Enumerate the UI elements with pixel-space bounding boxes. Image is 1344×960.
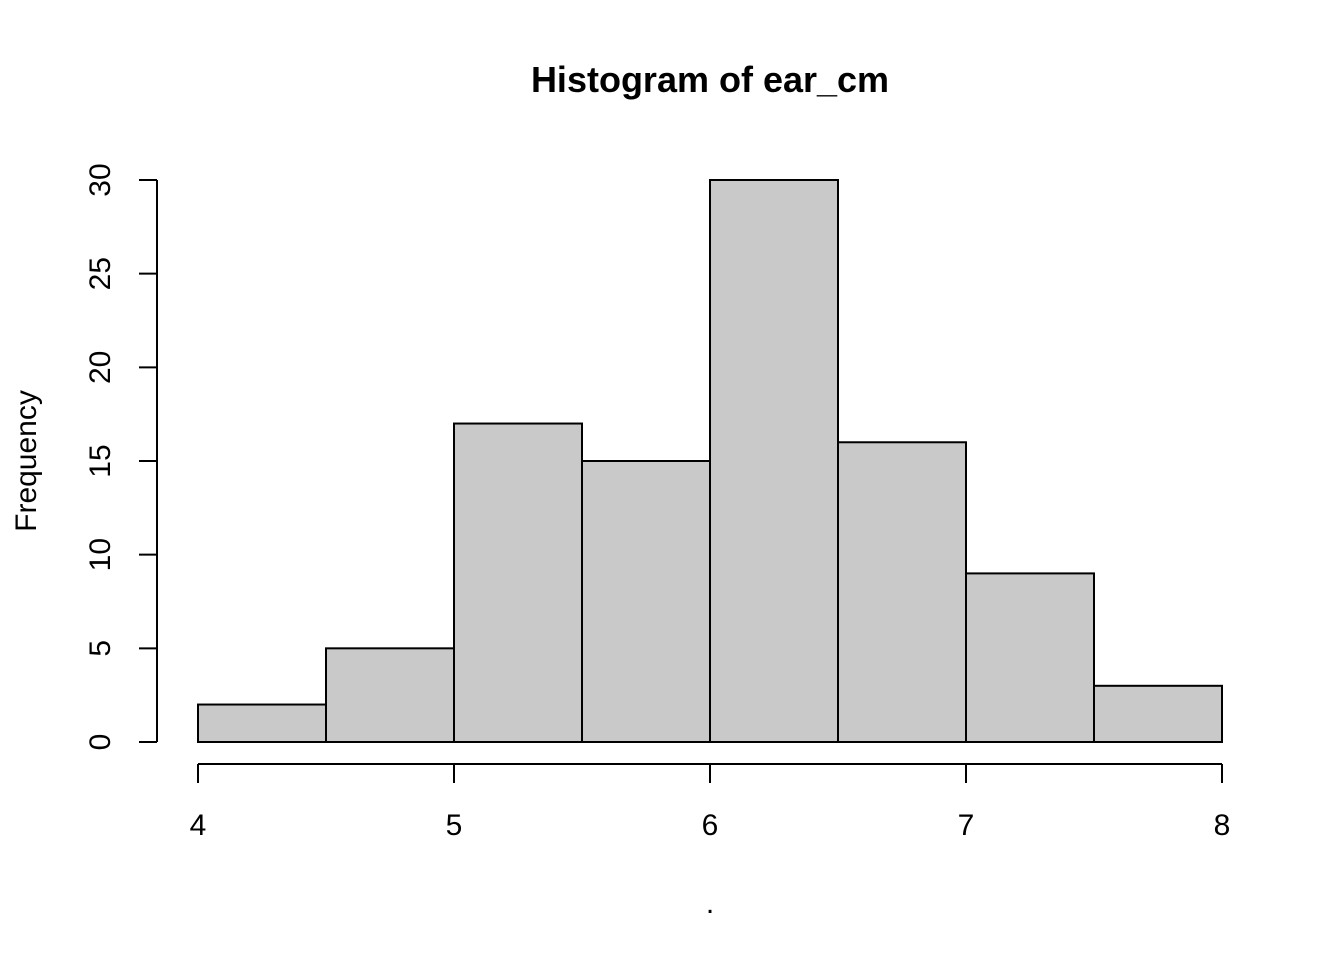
y-tick-label: 15	[84, 444, 117, 477]
y-tick-label: 0	[84, 734, 117, 751]
x-tick-label: 7	[958, 809, 975, 842]
histogram-bar	[197, 703, 327, 743]
histogram-bar	[1093, 684, 1223, 743]
y-tick-label: 30	[84, 163, 117, 196]
histogram-bar	[453, 422, 583, 743]
x-tick-label: 6	[702, 809, 719, 842]
histogram-bar	[709, 179, 839, 743]
y-axis-label: Frequency	[10, 390, 43, 532]
x-tick-label: 8	[1214, 809, 1231, 842]
histogram-bar	[837, 441, 967, 743]
x-axis: 4 5 6 7 8	[190, 763, 1231, 842]
chart-title: Histogram of ear_cm	[531, 59, 889, 100]
y-axis: 0 5 10 15 20 25 30	[84, 163, 158, 751]
y-tick-label: 10	[84, 538, 117, 571]
y-tick-label: 20	[84, 351, 117, 384]
histogram-bars	[197, 179, 1223, 744]
histogram-bar	[325, 647, 455, 743]
x-tick-label: 4	[190, 809, 207, 842]
y-tick-label: 25	[84, 257, 117, 290]
y-tick-label: 5	[84, 640, 117, 657]
histogram-bar	[965, 572, 1095, 744]
x-axis-label: .	[706, 887, 714, 920]
x-tick-label: 5	[446, 809, 463, 842]
histogram-bar	[581, 460, 711, 743]
